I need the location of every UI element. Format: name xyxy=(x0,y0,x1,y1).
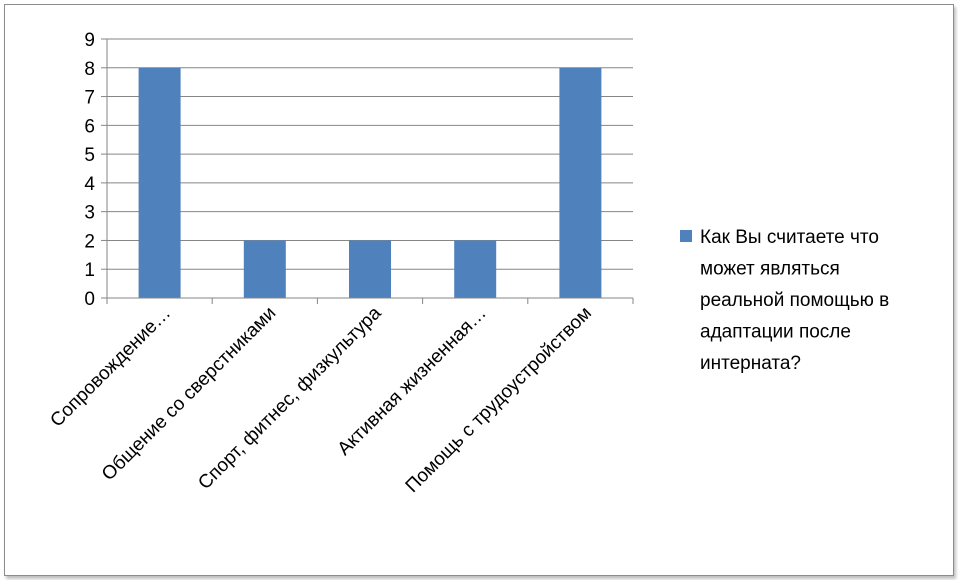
y-tick-label: 5 xyxy=(84,145,95,166)
legend-swatch xyxy=(680,230,692,242)
x-category-label: Спорт, фитнес, физкультура xyxy=(194,302,385,493)
legend-line: интерната? xyxy=(700,353,801,374)
y-tick-label: 7 xyxy=(84,88,95,109)
legend-line: реальной помощью в xyxy=(700,290,889,311)
legend-line: Как Вы считаете что xyxy=(700,227,879,248)
bar xyxy=(138,67,181,299)
bar xyxy=(243,240,286,298)
legend-entry: Как Вы считаете что может являться реально… xyxy=(700,227,889,374)
bar xyxy=(454,240,497,298)
y-tick-label: 2 xyxy=(84,231,95,252)
y-tick-label: 8 xyxy=(84,59,95,80)
chart-area: 0 1 2 3 4 5 6 7 8 9 Сопровождение… Общение со сверс… xyxy=(4,4,954,576)
y-tick-label: 1 xyxy=(84,260,95,281)
bar xyxy=(349,240,391,298)
y-tick-label: 4 xyxy=(84,174,95,195)
x-category-label: Помощь с трудоустройством xyxy=(402,303,596,497)
y-tick-label: 6 xyxy=(84,116,95,137)
legend-line: может являться xyxy=(700,259,840,280)
y-tick-label: 3 xyxy=(84,203,95,224)
y-tick-label: 0 xyxy=(84,289,95,310)
bar xyxy=(559,67,602,299)
x-category-label: Общение со сверстниками xyxy=(98,303,280,485)
legend-line: адаптации после xyxy=(700,322,851,343)
y-tick-label: 9 xyxy=(84,30,95,51)
